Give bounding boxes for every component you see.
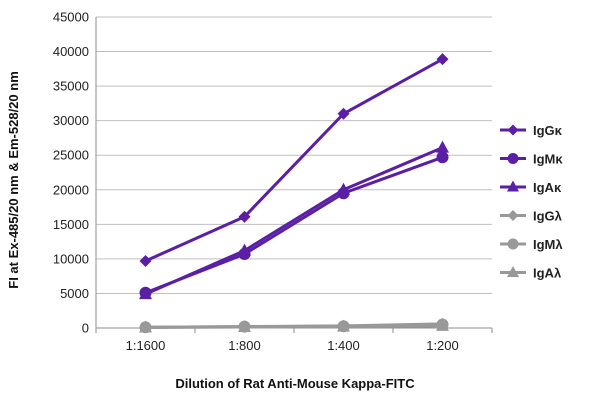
data-point bbox=[238, 210, 251, 223]
gridlines bbox=[96, 16, 492, 294]
y-tick-label: 45000 bbox=[53, 10, 89, 25]
legend-marker bbox=[507, 266, 519, 277]
series-0 bbox=[139, 53, 449, 267]
x-axis-title: Dilution of Rat Anti-Mouse Kappa-FITC bbox=[175, 376, 415, 391]
legend-item: IgGκ bbox=[500, 123, 563, 138]
legend-label: IgMκ bbox=[533, 152, 563, 167]
series-3 bbox=[139, 317, 449, 334]
x-tick-label: 1:200 bbox=[426, 338, 459, 353]
x-tick-label: 1:400 bbox=[327, 338, 360, 353]
data-point bbox=[337, 319, 350, 332]
legend-item: IgGλ bbox=[500, 209, 563, 224]
legend-label: IgGλ bbox=[533, 209, 563, 224]
legend-item: IgAκ bbox=[500, 180, 562, 195]
data-point bbox=[436, 140, 449, 153]
y-tick-label: 40000 bbox=[53, 44, 89, 59]
y-tick-label: 20000 bbox=[53, 182, 89, 197]
data-point bbox=[436, 317, 449, 330]
legend-label: IgAλ bbox=[533, 266, 562, 281]
legend-marker bbox=[507, 238, 519, 250]
y-axis-title: FI at Ex-485/20 nm & Em-528/20 nm bbox=[6, 71, 21, 288]
x-tick-label: 1:800 bbox=[228, 338, 261, 353]
data-point bbox=[436, 53, 449, 66]
legend-marker bbox=[507, 210, 519, 221]
x-tick-label: 1:1600 bbox=[126, 338, 166, 353]
y-tick-label: 30000 bbox=[53, 113, 89, 128]
series-line bbox=[144, 146, 444, 296]
series-group bbox=[139, 53, 449, 334]
legend-item: IgMλ bbox=[500, 237, 563, 252]
series-1 bbox=[139, 151, 449, 299]
legend-marker bbox=[507, 180, 519, 192]
y-tick-label: 0 bbox=[82, 321, 89, 336]
legend-marker bbox=[507, 124, 519, 136]
series-line bbox=[144, 57, 444, 263]
legend: IgGκ IgMκ IgAκ IgGλ IgMλ IgAλ bbox=[500, 123, 563, 281]
y-tick-label: 10000 bbox=[53, 251, 89, 266]
y-tick-label: 35000 bbox=[53, 79, 89, 94]
data-point bbox=[238, 320, 251, 333]
data-point bbox=[337, 107, 350, 120]
legend-label: IgAκ bbox=[533, 180, 562, 195]
data-point bbox=[139, 254, 152, 267]
data-point bbox=[436, 151, 449, 164]
data-point bbox=[238, 248, 251, 261]
data-point bbox=[139, 321, 152, 334]
data-point bbox=[139, 286, 152, 299]
legend-item: IgMκ bbox=[500, 152, 563, 167]
legend-item: IgAλ bbox=[500, 266, 562, 281]
y-tick-label: 5000 bbox=[60, 286, 89, 301]
legend-marker bbox=[507, 153, 519, 164]
data-point bbox=[337, 187, 350, 200]
legend-label: IgGκ bbox=[533, 123, 563, 138]
y-tick-label: 25000 bbox=[53, 148, 89, 163]
y-tick-label: 15000 bbox=[53, 217, 89, 232]
legend-label: IgMλ bbox=[533, 237, 563, 252]
series-line bbox=[145, 322, 443, 329]
x-axis-ticks: 1:1600 1:800 1:400 1:200 bbox=[95, 328, 493, 353]
series-line bbox=[144, 155, 444, 295]
y-axis-ticks: 0 5000 10000 15000 20000 25000 30000 35000 40000… bbox=[53, 10, 89, 336]
